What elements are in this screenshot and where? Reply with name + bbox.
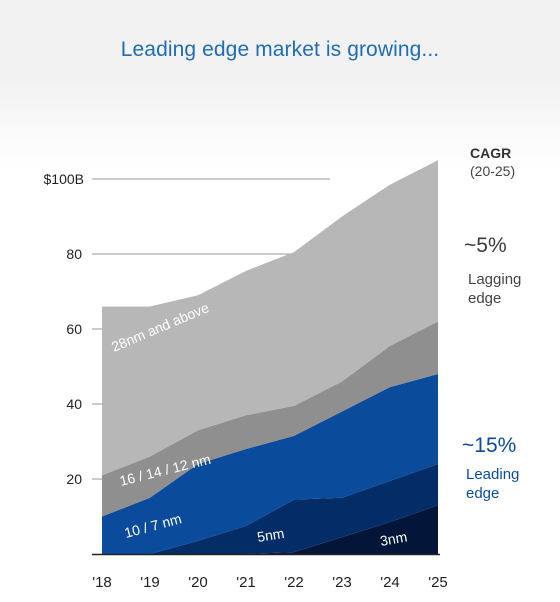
x-tick-label: '24 (380, 574, 400, 591)
series-label: 3nm (379, 528, 409, 548)
cagr-period: (20-25) (470, 163, 516, 179)
y-tick-label: 80 (66, 246, 82, 262)
area-5nm (102, 464, 438, 554)
x-tick-label: '23 (332, 574, 352, 591)
lagging-cagr-value: ~5% (464, 234, 507, 257)
lagging-label-line1: Lagging (468, 271, 522, 288)
x-tick-label: '22 (284, 574, 304, 591)
leading-label-line2: edge (466, 485, 500, 502)
leading-cagr-value: ~15% (462, 434, 517, 457)
x-tick-label: '21 (236, 574, 256, 591)
x-tick-label: '18 (92, 574, 112, 591)
area-16-14-12-nm (102, 321, 438, 517)
y-tick-label: 40 (66, 396, 82, 412)
y-tick-label: 20 (66, 471, 82, 487)
y-axis-ticks: 20 40 60 80 $100B (44, 171, 84, 487)
series-label: 5nm (256, 525, 285, 545)
leading-label-line1: Leading (466, 466, 520, 483)
x-tick-label: '20 (188, 574, 208, 591)
x-axis-ticks: '18 '19 '20 '21 '22 '23 '24 '25 (92, 574, 448, 591)
area-series (102, 160, 438, 554)
area-10-7-nm (102, 374, 438, 554)
leading-label: Leading edge (466, 465, 519, 503)
x-tick-label: '25 (428, 574, 448, 591)
x-tick-label: '19 (140, 574, 160, 591)
y-tick-label: 60 (66, 321, 82, 337)
area-3nm (102, 505, 438, 554)
lagging-label: Lagging edge (468, 270, 521, 308)
page-title: Leading edge market is growing... (120, 38, 440, 61)
area-28nm-and-above (102, 160, 438, 476)
lagging-label-line2: edge (468, 290, 502, 307)
cagr-title: CAGR (470, 145, 512, 161)
y-tick-label: $100B (44, 171, 84, 187)
cagr-header: CAGR (20-25) (470, 144, 515, 180)
